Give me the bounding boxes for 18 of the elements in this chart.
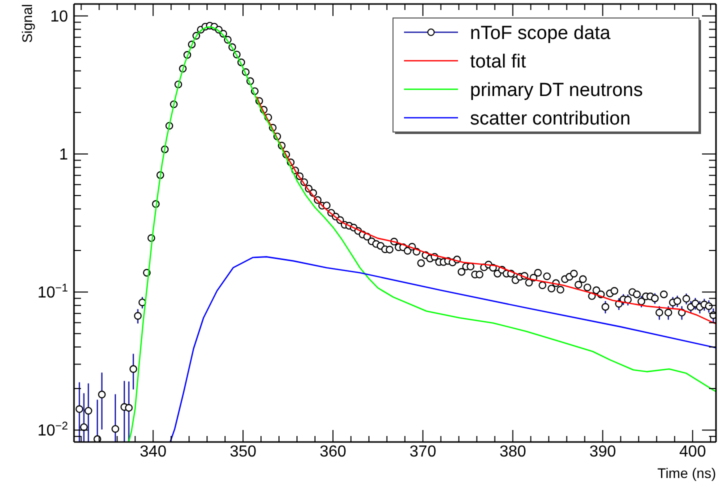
legend-label: nToF scope data bbox=[470, 22, 611, 44]
x-tick-label: 350 bbox=[230, 443, 256, 460]
y-tick-label: 10$^{−2}$ bbox=[37, 420, 68, 440]
y-tick-label: 10 bbox=[50, 8, 68, 26]
y-tick-label: 1 bbox=[59, 146, 68, 164]
x-tick-label: 340 bbox=[140, 443, 167, 460]
x-tick-label: 360 bbox=[320, 443, 346, 460]
line-series bbox=[170, 256, 716, 442]
x-tick-label: 370 bbox=[410, 443, 436, 460]
x-tick-label: 380 bbox=[499, 443, 526, 460]
y-tick-label: 10$^{−1}$ bbox=[37, 282, 68, 302]
x-tick-label: 390 bbox=[589, 443, 616, 460]
legend-label: total fit bbox=[470, 51, 527, 72]
y-axis-title: Signal bbox=[19, 4, 35, 43]
x-tick-label: 400 bbox=[679, 443, 706, 460]
x-axis-title: Time (ns) bbox=[657, 465, 716, 481]
legend-label: primary DT neutrons bbox=[470, 80, 643, 101]
legend-label: scatter contribution bbox=[470, 108, 631, 130]
